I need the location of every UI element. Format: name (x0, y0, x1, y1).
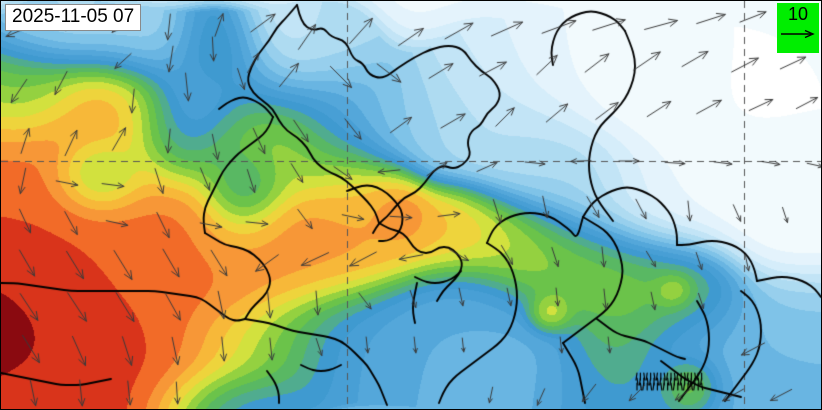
wind-scale-legend: 10 (777, 3, 819, 53)
wind-scale-value: 10 (787, 4, 809, 24)
forecast-timestamp-text: 2025-11-05 07 (12, 6, 135, 27)
wind-scale-arrow-icon (781, 29, 815, 39)
forecast-timestamp-label: 2025-11-05 07 (5, 4, 142, 31)
